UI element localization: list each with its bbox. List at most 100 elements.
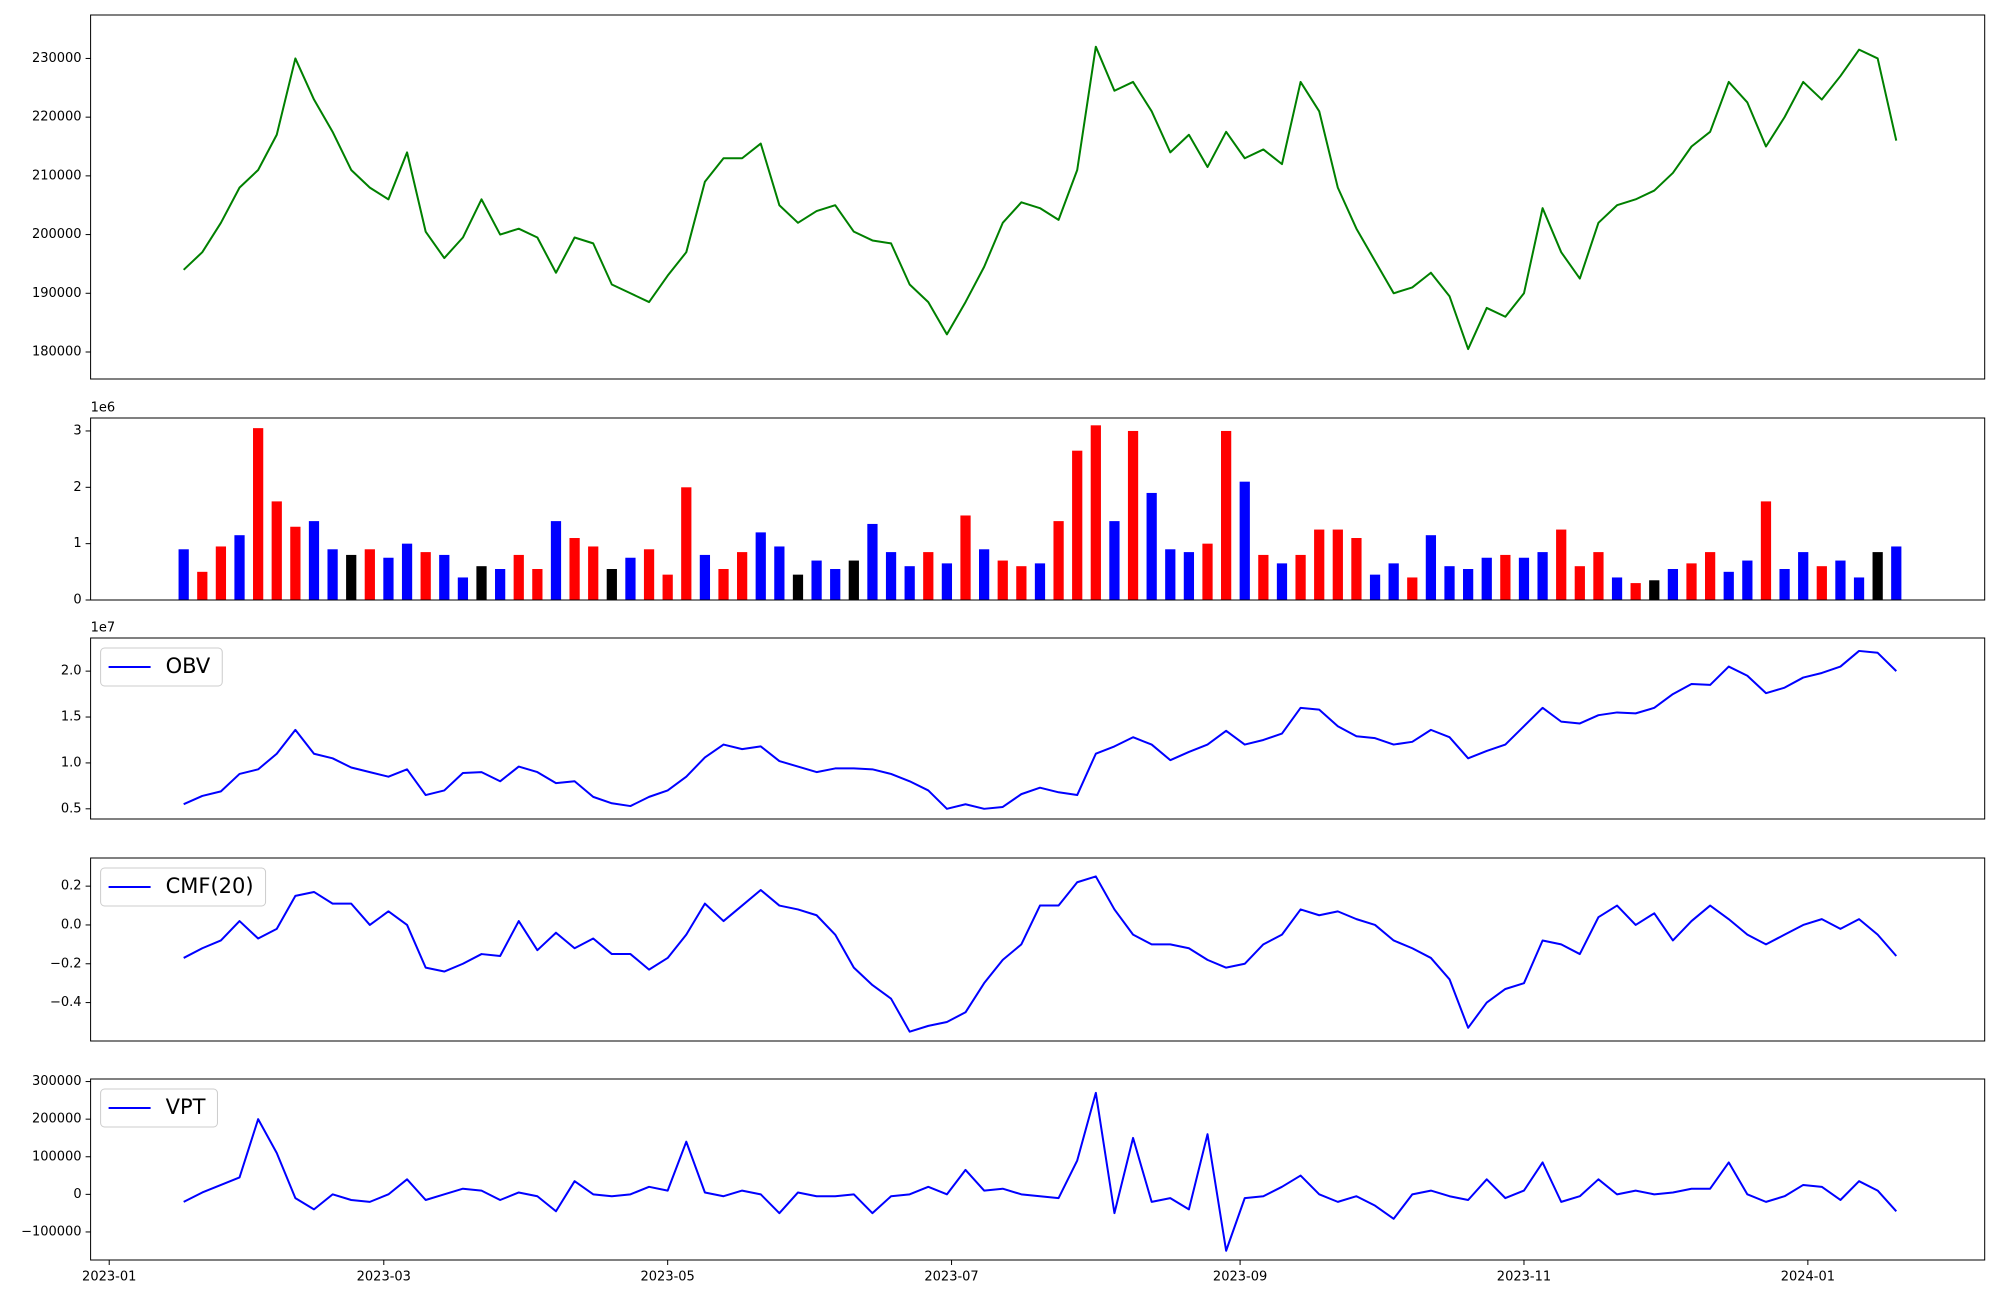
axis-offset-label: 1e6 (91, 401, 116, 416)
volume-bar (699, 554, 711, 600)
volume-bar (1407, 577, 1418, 600)
volume-bar (364, 549, 375, 600)
volume-bar (1537, 552, 1548, 600)
volume-bar (941, 563, 953, 600)
volume-bar (569, 538, 580, 600)
volume-bar (1202, 543, 1213, 600)
panel: 180000 190000 200000 210000 220000 230000 (32, 14, 1986, 380)
legend: VPT (100, 1088, 218, 1128)
volume-bar (718, 569, 729, 600)
panel: 0.5 1.0 1.5 2.0 1e7 OBV (61, 621, 1986, 820)
volume-bar (848, 560, 859, 600)
volume-bar (737, 552, 748, 600)
volume-bar (885, 552, 897, 600)
legend: OBV (100, 647, 223, 687)
volume-bar (457, 577, 469, 600)
volume-bar (1165, 549, 1176, 600)
plot-frame (90, 14, 1986, 380)
y-tick-label: 0 (73, 593, 81, 608)
volume-bar (1369, 574, 1381, 600)
legend-label: OBV (166, 654, 211, 678)
y-tick-label: 210000 (32, 168, 82, 183)
volume-bar (1463, 569, 1474, 600)
y-tick-label: 100000 (32, 1149, 82, 1164)
volume-bar (1109, 521, 1120, 600)
volume-bar (1611, 577, 1623, 600)
volume-bar (1221, 430, 1232, 600)
volume-bar (1239, 481, 1250, 600)
plot-frame (90, 417, 1986, 601)
legend-box (100, 867, 267, 907)
volume-bar (923, 552, 934, 600)
x-tick-label: 2024-01 (1781, 1270, 1835, 1285)
y-tick-label: −100000 (21, 1224, 82, 1239)
volume-bar (290, 526, 301, 600)
volume-bar (1388, 563, 1399, 600)
legend-box (100, 1088, 218, 1128)
volume-bar (1835, 560, 1846, 600)
volume-bar (960, 515, 971, 600)
volume-bar (1518, 557, 1530, 600)
volume-bar (979, 549, 990, 600)
panel: 0 1 2 3 1e6 (73, 401, 1986, 608)
volume-bar (476, 566, 487, 600)
y-tick-label: 1.0 (61, 755, 82, 770)
volume-bar (383, 557, 394, 600)
volume-bar (1053, 521, 1064, 600)
volume-bar (513, 554, 524, 600)
volume-bar (439, 554, 450, 600)
panel: −0.4 −0.2 0.0 0.2 CMF(20) (50, 857, 1986, 1042)
volume-bar (1314, 529, 1325, 600)
volume-bar (197, 571, 208, 600)
plot-frame (90, 1078, 1986, 1261)
volume-bar (1127, 430, 1139, 600)
legend-label: VPT (166, 1095, 206, 1119)
volume-bar (1425, 535, 1437, 600)
volume-bar (327, 549, 338, 600)
volume-bar (1016, 566, 1027, 600)
volume-bar (1630, 583, 1641, 600)
volume-bar (606, 569, 617, 600)
y-tick-label: 180000 (32, 344, 82, 359)
x-tick-label: 2023-09 (1213, 1270, 1267, 1285)
volume-bar (1723, 571, 1734, 600)
y-tick-label: 0 (73, 1187, 81, 1202)
volume-bar (997, 560, 1008, 600)
legend-box (100, 647, 223, 687)
volume-bar (346, 554, 357, 600)
plot-frame (90, 857, 1986, 1042)
volume-bar (1500, 554, 1511, 600)
volume-bar (681, 487, 692, 600)
volume-bar (643, 549, 655, 600)
x-tick-label: 2023-07 (924, 1270, 978, 1285)
volume-bar (1351, 538, 1362, 600)
volume-bar (1891, 546, 1902, 600)
volume-bar (1444, 566, 1455, 600)
volume-bar (1556, 529, 1567, 600)
volume-bar (867, 523, 878, 600)
volume-bar (271, 501, 282, 600)
y-tick-label: −0.2 (50, 956, 82, 971)
legend: CMF(20) (100, 867, 267, 907)
y-tick-label: 1 (73, 536, 81, 551)
volume-bar (1295, 554, 1306, 600)
y-tick-label: 200000 (32, 227, 82, 242)
x-tick-label: 2023-11 (1497, 1270, 1551, 1285)
volume-bar (1072, 450, 1083, 600)
volume-bar (1146, 492, 1157, 600)
y-tick-label: 300000 (32, 1074, 82, 1089)
volume-bar (904, 566, 915, 600)
y-tick-label: 0.2 (61, 879, 82, 894)
y-tick-label: 230000 (32, 51, 82, 66)
volume-bar (1742, 560, 1753, 600)
volume-bar (1183, 552, 1195, 600)
x-tick-label: 2023-05 (641, 1270, 695, 1285)
series-line (183, 649, 1897, 810)
y-tick-label: 190000 (32, 286, 82, 301)
volume-bar (234, 535, 245, 600)
panel: −100000 0 100000 200000 300000 VPT (21, 1074, 1986, 1261)
y-tick-label: 220000 (32, 110, 82, 125)
axis-offset-label: 1e7 (91, 621, 116, 636)
y-tick-label: 1.5 (61, 710, 82, 725)
